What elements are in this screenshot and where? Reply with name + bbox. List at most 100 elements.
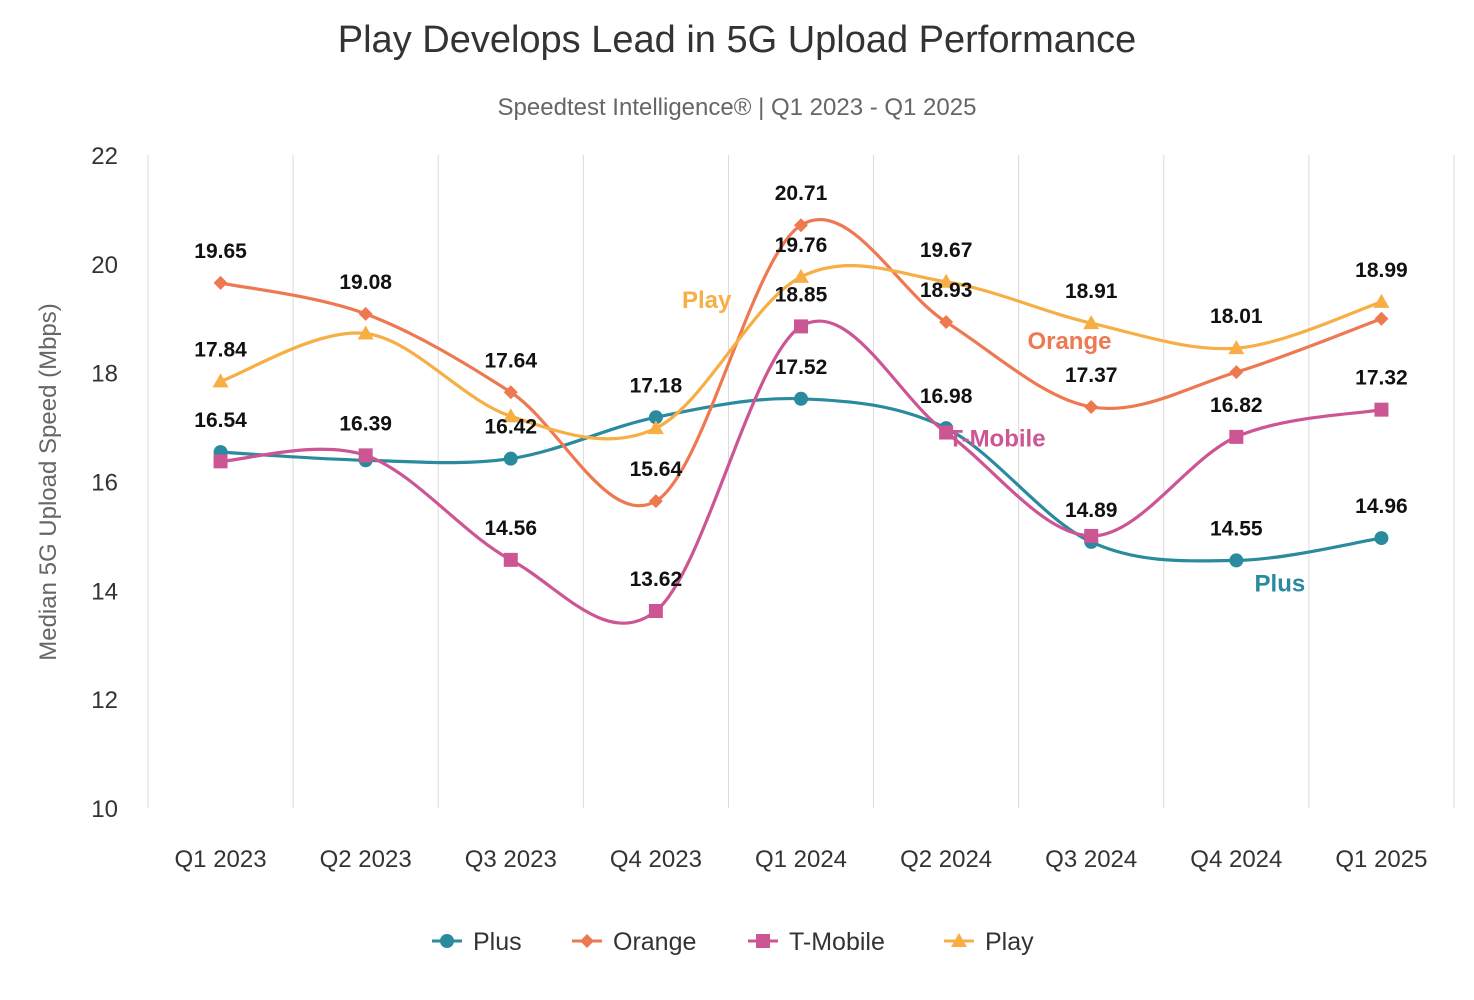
t-mobile-marker: [1229, 429, 1244, 444]
data-label: 19.76: [775, 234, 828, 257]
data-label: 18.85: [775, 283, 828, 306]
chart-title: Play Develops Lead in 5G Upload Performa…: [338, 19, 1136, 61]
play-marker: [1373, 293, 1390, 308]
legend-item-plus: Plus: [432, 928, 522, 956]
data-label: 19.08: [339, 271, 392, 294]
plus-marker: [503, 451, 518, 466]
legend-item-orange: Orange: [572, 928, 696, 956]
play-marker: [1083, 315, 1100, 330]
x-tick-label: Q1 2024: [755, 846, 847, 873]
data-label: 18.99: [1355, 259, 1408, 282]
y-tick-label: 18: [91, 361, 118, 388]
y-tick-label: 16: [91, 470, 118, 497]
x-tick-label: Q3 2024: [1045, 846, 1137, 873]
orange-marker: [939, 315, 954, 330]
data-label: 17.64: [484, 349, 537, 372]
legend: Plus Orange T-Mobile Play: [432, 928, 1034, 956]
orange-marker: [213, 275, 228, 290]
orange-marker: [358, 306, 373, 321]
data-label: 17.84: [194, 338, 247, 361]
legend-item-t-mobile: T-Mobile: [748, 928, 885, 956]
data-label: 15.64: [630, 458, 683, 481]
data-label: 16.98: [920, 385, 973, 408]
gridlines: [147, 155, 1455, 808]
legend-label: Orange: [613, 928, 696, 956]
t-mobile-marker: [1084, 528, 1099, 543]
series-line-t-mobile: [218, 319, 1384, 625]
x-tick-label: Q3 2023: [465, 846, 557, 873]
data-label: 16.39: [339, 412, 392, 435]
data-label: 13.62: [630, 568, 683, 591]
data-label: 19.65: [194, 240, 247, 263]
data-labels: 16.54 16.42 17.18 17.52 16.98 14.89 14.55 14.96…: [194, 182, 1407, 591]
orange-marker: [794, 218, 808, 233]
x-axis-ticks: Q1 2023 Q2 2023 Q3 2023 Q4 2023 Q1 2024 Q2 20…: [175, 846, 1428, 873]
plus-marker: [1374, 531, 1389, 546]
legend-marker: [440, 934, 454, 948]
data-label: 18.91: [1065, 280, 1118, 303]
data-label: 18.01: [1210, 305, 1263, 328]
t-mobile-marker: [648, 604, 663, 619]
play-marker: [212, 373, 229, 388]
chart-subtitle: Speedtest Intelligence® | Q1 2023 - Q1 2…: [498, 94, 977, 121]
legend-item-play: Play: [944, 928, 1034, 956]
play-marker: [647, 420, 664, 435]
legend-label: Plus: [473, 928, 522, 956]
play-marker: [793, 268, 809, 283]
plus-marker: [1229, 553, 1244, 568]
data-label: 16.82: [1210, 394, 1263, 417]
series-markers: [212, 218, 1390, 619]
data-label: 17.52: [775, 356, 828, 379]
orange-marker: [1374, 311, 1389, 326]
data-label: 14.89: [1065, 499, 1118, 522]
plus-marker: [794, 391, 808, 406]
orange-marker: [1229, 365, 1244, 380]
y-tick-label: 20: [91, 252, 118, 279]
legend-marker: [756, 934, 770, 948]
t-mobile-marker: [358, 448, 373, 463]
series-label-plus: Plus: [1255, 570, 1306, 597]
series-line-plus: [218, 396, 1384, 563]
t-mobile-marker: [794, 319, 808, 334]
plus-marker: [648, 410, 663, 425]
data-label: 14.55: [1210, 517, 1263, 540]
series-inline-labels: Play Orange T-Mobile Plus: [682, 287, 1305, 597]
series-label-t-mobile: T-Mobile: [948, 426, 1045, 453]
y-tick-label: 14: [91, 578, 118, 605]
x-tick-label: Q4 2023: [610, 846, 702, 873]
y-axis-ticks: 10 12 14 16 18 20 22: [91, 143, 118, 823]
play-marker: [502, 408, 519, 423]
y-tick-label: 10: [91, 796, 118, 823]
data-label: 14.56: [484, 517, 537, 540]
data-label: 16.42: [484, 416, 537, 439]
x-tick-label: Q1 2025: [1335, 846, 1427, 873]
play-marker: [1228, 340, 1245, 355]
x-tick-label: Q4 2024: [1190, 846, 1282, 873]
t-mobile-marker: [213, 454, 228, 469]
y-tick-label: 12: [91, 687, 118, 714]
orange-marker: [1084, 399, 1099, 414]
series-label-orange: Orange: [1027, 328, 1111, 355]
y-tick-label: 22: [91, 143, 118, 170]
t-mobile-marker: [503, 552, 518, 567]
t-mobile-marker: [939, 425, 954, 440]
legend-label: T-Mobile: [789, 928, 885, 956]
data-label: 14.96: [1355, 495, 1408, 518]
x-tick-label: Q2 2023: [320, 846, 412, 873]
x-tick-label: Q2 2024: [900, 846, 992, 873]
data-label: 17.37: [1065, 364, 1118, 387]
y-axis-label: Median 5G Upload Speed (Mbps): [35, 303, 62, 661]
data-label: 17.18: [630, 374, 683, 397]
data-label: 19.67: [920, 239, 973, 262]
legend-label: Play: [985, 928, 1034, 956]
data-label: 16.54: [194, 409, 247, 432]
data-label: 18.93: [920, 279, 973, 302]
t-mobile-marker: [1374, 402, 1389, 417]
legend-marker: [580, 934, 594, 948]
orange-marker: [648, 494, 663, 509]
orange-marker: [503, 385, 518, 400]
play-marker: [938, 273, 955, 288]
series-label-play: Play: [682, 287, 732, 314]
series-line-orange: [218, 217, 1384, 508]
